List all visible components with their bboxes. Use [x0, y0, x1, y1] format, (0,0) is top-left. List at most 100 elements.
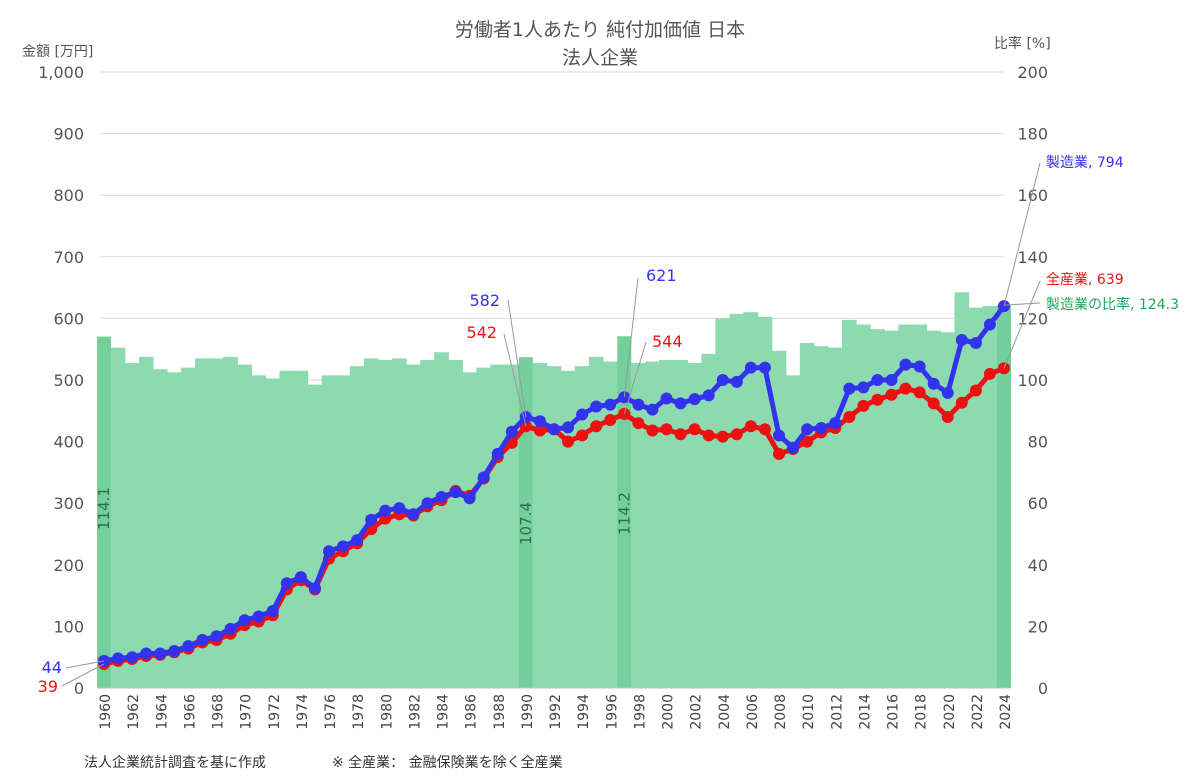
series-point	[562, 421, 575, 434]
series-point	[773, 447, 785, 460]
ratio-bar	[687, 363, 702, 688]
series-point	[857, 399, 870, 412]
x-tick-label: 1988	[492, 694, 508, 730]
x-tick-label: 2022	[970, 694, 986, 730]
ratio-bar	[898, 324, 913, 688]
series-point	[674, 428, 687, 441]
ratio-bar	[743, 312, 759, 688]
x-tick-label: 2006	[745, 694, 761, 730]
ratio-bar	[560, 370, 576, 688]
x-tick-label: 1996	[604, 694, 620, 730]
ratio-annotation: 107.4	[517, 502, 535, 545]
chart-canvas: 労働者1人あたり 純付加価値 日本 法人企業 金額 [万円] 比率 [%] 01…	[22, 19, 1179, 730]
series-point	[154, 647, 167, 660]
series-end-label: 製造業の比率, 124.3	[1046, 296, 1179, 313]
series-point	[308, 582, 321, 595]
series-point	[716, 430, 729, 443]
ratio-bar	[617, 336, 632, 688]
series-point	[927, 397, 940, 410]
value-annotation: 544	[652, 332, 683, 351]
leader-line	[1003, 162, 1041, 307]
ratio-bar	[349, 366, 365, 688]
footnote-note: ※ 全産業： 金融保険業を除く全産業	[332, 755, 563, 771]
series-point	[913, 360, 926, 373]
x-tick-label: 1994	[576, 694, 592, 730]
ratio-bar	[701, 353, 717, 688]
series-point	[407, 508, 420, 521]
value-annotation: 39	[38, 677, 58, 696]
x-tick-label: 1982	[407, 694, 423, 730]
ratio-bar	[490, 364, 506, 688]
series-point	[266, 605, 279, 617]
ratio-bar	[307, 384, 323, 688]
series-point	[688, 423, 701, 436]
series-point	[463, 492, 476, 505]
ratio-bar	[588, 356, 604, 688]
ratio-bar	[546, 366, 562, 688]
x-tick-label: 1972	[267, 694, 283, 730]
ratio-bar	[434, 352, 449, 688]
series-point	[702, 389, 715, 402]
leader-line	[623, 341, 647, 415]
x-tick-label: 1990	[520, 694, 536, 730]
ratio-bar	[645, 361, 660, 688]
ratio-bar	[138, 356, 154, 688]
series-point	[379, 504, 392, 517]
series-point	[773, 429, 785, 442]
ratio-bar	[406, 364, 421, 688]
x-tick-label: 1978	[351, 694, 367, 730]
ratio-bar	[518, 357, 533, 688]
x-tick-label: 1968	[211, 694, 227, 730]
series-point	[829, 417, 842, 430]
ratio-bar	[279, 370, 295, 688]
series-point	[505, 425, 518, 438]
series-point	[787, 441, 800, 454]
ratio-annotation: 114.2	[615, 492, 633, 535]
ratio-bar	[799, 343, 815, 688]
leader-line	[503, 333, 527, 427]
right-axis-title: 比率 [%]	[994, 35, 1051, 52]
ratio-bar	[209, 358, 224, 688]
y-tick-label-right: 140	[1017, 248, 1048, 267]
series-point	[983, 367, 996, 380]
series-point	[449, 486, 462, 499]
y-tick-label-right: 60	[1028, 494, 1048, 513]
ratio-bar	[251, 375, 267, 688]
ratio-bar	[631, 363, 646, 688]
series-point	[660, 423, 673, 436]
x-tick-label: 1992	[548, 694, 564, 730]
series-point	[590, 420, 603, 433]
series-point	[815, 422, 828, 435]
ratio-bar	[237, 364, 252, 688]
leader-line	[65, 660, 105, 669]
series-point	[576, 429, 589, 442]
ratio-bar	[462, 372, 477, 688]
ratio-bar	[954, 292, 970, 688]
y-tick-label-right: 160	[1017, 186, 1048, 205]
series-point	[351, 534, 364, 547]
left-axis-title: 金額 [万円]	[22, 44, 93, 60]
y-tick-label-left: 500	[53, 371, 84, 390]
ratio-bar	[870, 329, 885, 688]
ratio-bar	[321, 375, 337, 688]
series-point	[140, 647, 153, 660]
series-point	[238, 614, 251, 627]
y-tick-label-left: 400	[53, 433, 84, 452]
y-tick-label-right: 20	[1028, 617, 1048, 636]
series-point	[533, 415, 546, 428]
ratio-bar	[715, 318, 731, 688]
series-point	[843, 382, 856, 395]
y-tick-label-left: 800	[53, 186, 84, 205]
ratio-bar	[532, 363, 548, 688]
ratio-bar	[181, 367, 196, 688]
series-point	[660, 392, 673, 405]
series-point	[477, 471, 490, 484]
ratio-bar	[152, 369, 168, 688]
series-point	[871, 393, 884, 406]
y-tick-label-right: 0	[1038, 679, 1048, 698]
y-tick-label-right: 120	[1017, 309, 1048, 328]
series-point	[548, 423, 560, 436]
series-point	[210, 630, 223, 643]
x-tick-label: 1974	[295, 694, 311, 730]
series-point	[604, 414, 617, 427]
